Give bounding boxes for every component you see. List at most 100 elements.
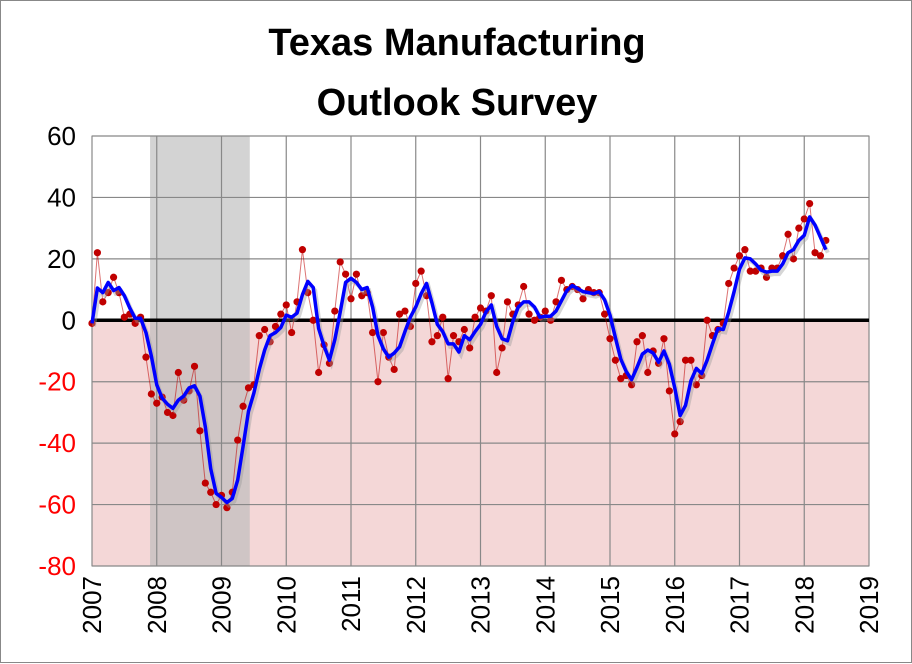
monthly-data-point	[288, 328, 296, 337]
monthly-data-point	[530, 316, 539, 324]
monthly-data-point	[741, 246, 749, 254]
y-tick-label: 20	[47, 244, 76, 274]
monthly-data-point	[493, 368, 501, 377]
monthly-data-point	[816, 252, 825, 260]
x-tick-label: 2017	[725, 576, 755, 634]
monthly-data-point	[412, 279, 420, 288]
monthly-data-point	[325, 359, 334, 367]
monthly-data-point	[498, 344, 506, 352]
monthly-data-point	[460, 325, 468, 334]
monthly-data-point	[725, 279, 733, 288]
monthly-data-point	[401, 307, 409, 315]
monthly-data-point	[169, 411, 177, 420]
monthly-data-point	[428, 338, 436, 346]
y-tick-label: -80	[38, 551, 76, 581]
monthly-data-point	[503, 298, 512, 306]
monthly-data-point	[633, 338, 641, 346]
chart-title-line-2: Outlook Survey	[316, 82, 598, 124]
monthly-data-point	[261, 325, 269, 334]
monthly-data-point	[730, 264, 738, 272]
plot-border	[91, 135, 870, 567]
monthly-data-point	[223, 504, 231, 512]
monthly-data-point	[557, 276, 566, 284]
monthly-data-point	[336, 258, 344, 266]
monthly-data-point	[439, 313, 447, 321]
monthly-data-point	[520, 282, 528, 291]
monthly-data-point	[676, 418, 684, 426]
monthly-data-point	[131, 319, 139, 327]
monthly-data-point	[390, 365, 398, 374]
x-tick-label: 2007	[77, 576, 107, 634]
monthly-data-point	[212, 500, 220, 509]
monthly-data-point	[142, 353, 150, 361]
x-tick-label: 2008	[142, 576, 172, 634]
monthly-data-point	[800, 215, 808, 223]
monthly-data-point	[234, 436, 242, 444]
monthly-data-point	[331, 307, 339, 315]
x-tick-label: 2019	[854, 576, 884, 634]
monthly-data-point	[692, 381, 700, 389]
monthly-data-point	[196, 427, 204, 435]
x-tick-label: 2010	[271, 576, 301, 634]
x-tick-label: 2016	[660, 576, 690, 634]
monthly-data-point	[239, 402, 247, 410]
monthly-data-point	[579, 295, 587, 303]
x-tick-label: 2018	[789, 576, 819, 634]
monthly-data-point	[681, 356, 690, 364]
monthly-data-point	[541, 307, 549, 315]
x-tick-label: 2009	[207, 576, 237, 634]
monthly-data-point	[201, 479, 209, 487]
monthly-data-point	[784, 230, 792, 238]
monthly-data-point	[665, 387, 673, 395]
monthly-data-point	[762, 273, 771, 281]
monthly-data-point	[309, 316, 317, 324]
monthly-data-point	[660, 335, 668, 343]
monthly-data-point	[190, 362, 199, 370]
monthly-data-point	[207, 488, 215, 496]
monthly-data-point	[342, 270, 350, 278]
x-tick-label: 2011	[336, 576, 366, 632]
monthly-data-point	[806, 199, 814, 208]
x-tick-label: 2014	[530, 576, 560, 634]
monthly-data-point	[277, 310, 285, 318]
monthly-data-point	[298, 246, 307, 254]
monthly-data-point	[471, 313, 479, 321]
x-tick-label: 2012	[401, 576, 431, 634]
monthly-data-point	[147, 390, 155, 398]
monthly-data-point	[315, 368, 323, 377]
monthly-data-point	[109, 273, 118, 281]
y-tick-label: -60	[38, 490, 76, 520]
monthly-data-point	[120, 313, 128, 321]
monthly-data-point	[271, 322, 280, 331]
monthly-data-point	[703, 316, 711, 324]
monthly-data-point	[611, 356, 619, 364]
y-tick-label: -20	[38, 367, 76, 397]
monthly-data-point	[93, 249, 101, 257]
monthly-data-point	[255, 332, 263, 340]
monthly-data-point	[466, 344, 474, 352]
x-tick-label: 2015	[595, 576, 625, 634]
y-tick-label: -40	[38, 428, 76, 458]
monthly-data-point	[282, 301, 290, 309]
monthly-data-point	[449, 332, 458, 340]
monthly-data-point	[304, 289, 312, 297]
monthly-data-point	[644, 368, 652, 377]
monthly-data-point	[606, 335, 614, 343]
monthly-data-point	[174, 368, 182, 377]
chart-title: Texas Manufacturing Outlook Survey	[1, 13, 912, 133]
x-tick-label: 2013	[466, 576, 496, 634]
monthly-data-point	[487, 292, 495, 300]
monthly-data-point	[746, 267, 754, 275]
monthly-data-point	[99, 298, 107, 306]
monthly-data-point	[552, 298, 560, 306]
monthly-data-point	[104, 289, 112, 297]
monthly-data-point	[671, 430, 679, 438]
monthly-data-point	[795, 224, 803, 232]
monthly-data-point	[374, 378, 382, 386]
monthly-data-point	[433, 332, 441, 340]
monthly-data-point	[417, 267, 425, 275]
monthly-data-point	[547, 316, 555, 324]
y-tick-label: 60	[47, 121, 76, 151]
